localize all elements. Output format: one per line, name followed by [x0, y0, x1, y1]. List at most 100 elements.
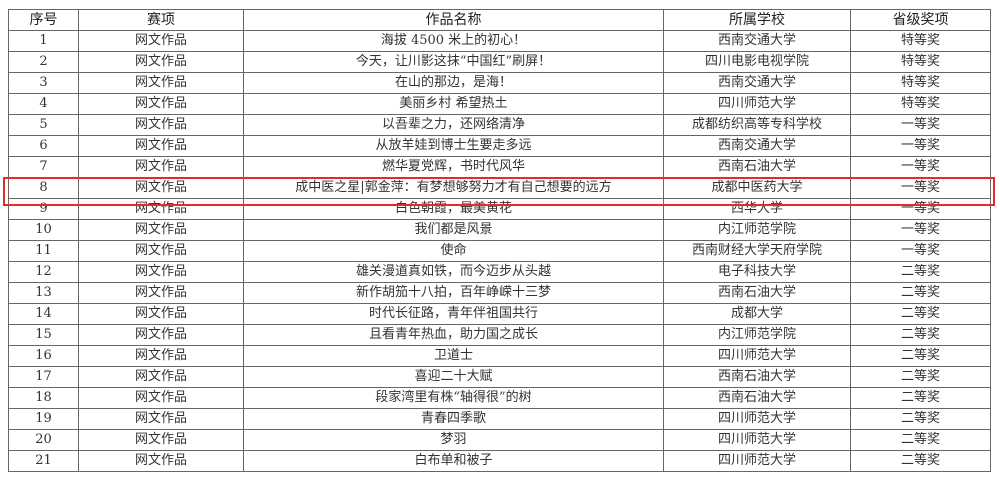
cell-school: 成都中医药大学 — [663, 177, 851, 199]
awards-table: 序号 赛项 作品名称 所属学校 省级奖项 1 网文作品 海拔 4500 米上的初心！… — [8, 9, 991, 472]
cell-category: 网文作品 — [78, 408, 244, 430]
cell-work-title: 在山的那边，是海！ — [243, 72, 664, 94]
cell-work-title: 以吾辈之力，还网络清净 — [243, 114, 664, 136]
table-row: 12 网文作品 雄关漫道真如铁，而今迈步从头越 电子科技大学 二等奖 — [8, 261, 991, 283]
header-award: 省级奖项 — [850, 9, 991, 31]
cell-index: 17 — [8, 366, 79, 388]
cell-award: 二等奖 — [850, 429, 991, 451]
table-row: 18 网文作品 段家湾里有株“轴得很”的树 西南石油大学 二等奖 — [8, 387, 991, 409]
table-row: 3 网文作品 在山的那边，是海！ 西南交通大学 特等奖 — [8, 72, 991, 94]
header-category: 赛项 — [78, 9, 244, 31]
cell-award: 二等奖 — [850, 282, 991, 304]
cell-award: 二等奖 — [850, 408, 991, 430]
cell-work-title: 且看青年热血，助力国之成长 — [243, 324, 664, 346]
cell-school: 四川师范大学 — [663, 93, 851, 115]
cell-index: 20 — [8, 429, 79, 451]
cell-work-title: 段家湾里有株“轴得很”的树 — [243, 387, 664, 409]
table-row: 21 网文作品 白布单和被子 四川师范大学 二等奖 — [8, 450, 991, 472]
cell-award: 特等奖 — [850, 93, 991, 115]
cell-category: 网文作品 — [78, 429, 244, 451]
cell-award: 一等奖 — [850, 240, 991, 262]
cell-school: 四川电影电视学院 — [663, 51, 851, 73]
cell-index: 8 — [8, 177, 79, 199]
cell-award: 一等奖 — [850, 156, 991, 178]
cell-school: 四川师范大学 — [663, 450, 851, 472]
table-row: 15 网文作品 且看青年热血，助力国之成长 内江师范学院 二等奖 — [8, 324, 991, 346]
cell-index: 19 — [8, 408, 79, 430]
cell-work-title: 白色朝霞，最美黄花 — [243, 198, 664, 220]
cell-work-title: 燃华夏党辉，书时代风华 — [243, 156, 664, 178]
cell-work-title: 喜迎二十大赋 — [243, 366, 664, 388]
table-row: 6 网文作品 从放羊娃到博士生要走多远 西南交通大学 一等奖 — [8, 135, 991, 157]
table-row: 16 网文作品 卫道士 四川师范大学 二等奖 — [8, 345, 991, 367]
cell-award: 二等奖 — [850, 387, 991, 409]
cell-award: 一等奖 — [850, 198, 991, 220]
cell-category: 网文作品 — [78, 345, 244, 367]
cell-school: 成都纺织高等专科学校 — [663, 114, 851, 136]
cell-work-title: 成中医之星|郭金萍：有梦想够努力才有自己想要的远方 — [243, 177, 664, 199]
cell-school: 内江师范学院 — [663, 324, 851, 346]
cell-award: 一等奖 — [850, 177, 991, 199]
cell-work-title: 时代长征路，青年伴祖国共行 — [243, 303, 664, 325]
cell-work-title: 青春四季歌 — [243, 408, 664, 430]
cell-school: 四川师范大学 — [663, 408, 851, 430]
cell-work-title: 海拔 4500 米上的初心！ — [243, 30, 664, 52]
cell-index: 18 — [8, 387, 79, 409]
cell-index: 10 — [8, 219, 79, 241]
cell-award: 特等奖 — [850, 72, 991, 94]
cell-category: 网文作品 — [78, 366, 244, 388]
cell-index: 16 — [8, 345, 79, 367]
cell-award: 二等奖 — [850, 345, 991, 367]
cell-school: 西南石油大学 — [663, 366, 851, 388]
table-row: 8 网文作品 成中医之星|郭金萍：有梦想够努力才有自己想要的远方 成都中医药大学 一等奖 — [8, 177, 991, 199]
cell-work-title: 今天，让川影这抹“中国红”刷屏！ — [243, 51, 664, 73]
cell-school: 西华大学 — [663, 198, 851, 220]
table-row: 11 网文作品 使命 西南财经大学天府学院 一等奖 — [8, 240, 991, 262]
cell-work-title: 从放羊娃到博士生要走多远 — [243, 135, 664, 157]
cell-category: 网文作品 — [78, 177, 244, 199]
header-work-title: 作品名称 — [243, 9, 664, 31]
table-row: 10 网文作品 我们都是风景 内江师范学院 一等奖 — [8, 219, 991, 241]
cell-index: 1 — [8, 30, 79, 52]
cell-school: 四川师范大学 — [663, 345, 851, 367]
cell-school: 西南石油大学 — [663, 282, 851, 304]
cell-school: 四川师范大学 — [663, 429, 851, 451]
table-row: 1 网文作品 海拔 4500 米上的初心！ 西南交通大学 特等奖 — [8, 30, 991, 52]
cell-category: 网文作品 — [78, 198, 244, 220]
cell-award: 特等奖 — [850, 51, 991, 73]
cell-category: 网文作品 — [78, 240, 244, 262]
cell-award: 一等奖 — [850, 114, 991, 136]
cell-index: 21 — [8, 450, 79, 472]
header-row: 序号 赛项 作品名称 所属学校 省级奖项 — [8, 9, 991, 31]
cell-category: 网文作品 — [78, 93, 244, 115]
table-row: 13 网文作品 新作胡笳十八拍，百年峥嵘十三梦 西南石油大学 二等奖 — [8, 282, 991, 304]
cell-index: 5 — [8, 114, 79, 136]
cell-school: 西南交通大学 — [663, 72, 851, 94]
header-school: 所属学校 — [663, 9, 851, 31]
table-row: 9 网文作品 白色朝霞，最美黄花 西华大学 一等奖 — [8, 198, 991, 220]
table-row: 17 网文作品 喜迎二十大赋 西南石油大学 二等奖 — [8, 366, 991, 388]
cell-index: 6 — [8, 135, 79, 157]
table-row: 5 网文作品 以吾辈之力，还网络清净 成都纺织高等专科学校 一等奖 — [8, 114, 991, 136]
cell-index: 14 — [8, 303, 79, 325]
cell-category: 网文作品 — [78, 30, 244, 52]
cell-category: 网文作品 — [78, 72, 244, 94]
cell-school: 西南石油大学 — [663, 156, 851, 178]
cell-school: 内江师范学院 — [663, 219, 851, 241]
cell-work-title: 梦羽 — [243, 429, 664, 451]
cell-award: 一等奖 — [850, 219, 991, 241]
cell-work-title: 雄关漫道真如铁，而今迈步从头越 — [243, 261, 664, 283]
cell-category: 网文作品 — [78, 324, 244, 346]
cell-category: 网文作品 — [78, 282, 244, 304]
cell-work-title: 卫道士 — [243, 345, 664, 367]
table-row: 7 网文作品 燃华夏党辉，书时代风华 西南石油大学 一等奖 — [8, 156, 991, 178]
cell-index: 9 — [8, 198, 79, 220]
cell-category: 网文作品 — [78, 303, 244, 325]
cell-work-title: 美丽乡村 希望热土 — [243, 93, 664, 115]
cell-award: 一等奖 — [850, 135, 991, 157]
cell-category: 网文作品 — [78, 114, 244, 136]
cell-index: 3 — [8, 72, 79, 94]
cell-school: 西南交通大学 — [663, 30, 851, 52]
cell-index: 7 — [8, 156, 79, 178]
cell-index: 13 — [8, 282, 79, 304]
